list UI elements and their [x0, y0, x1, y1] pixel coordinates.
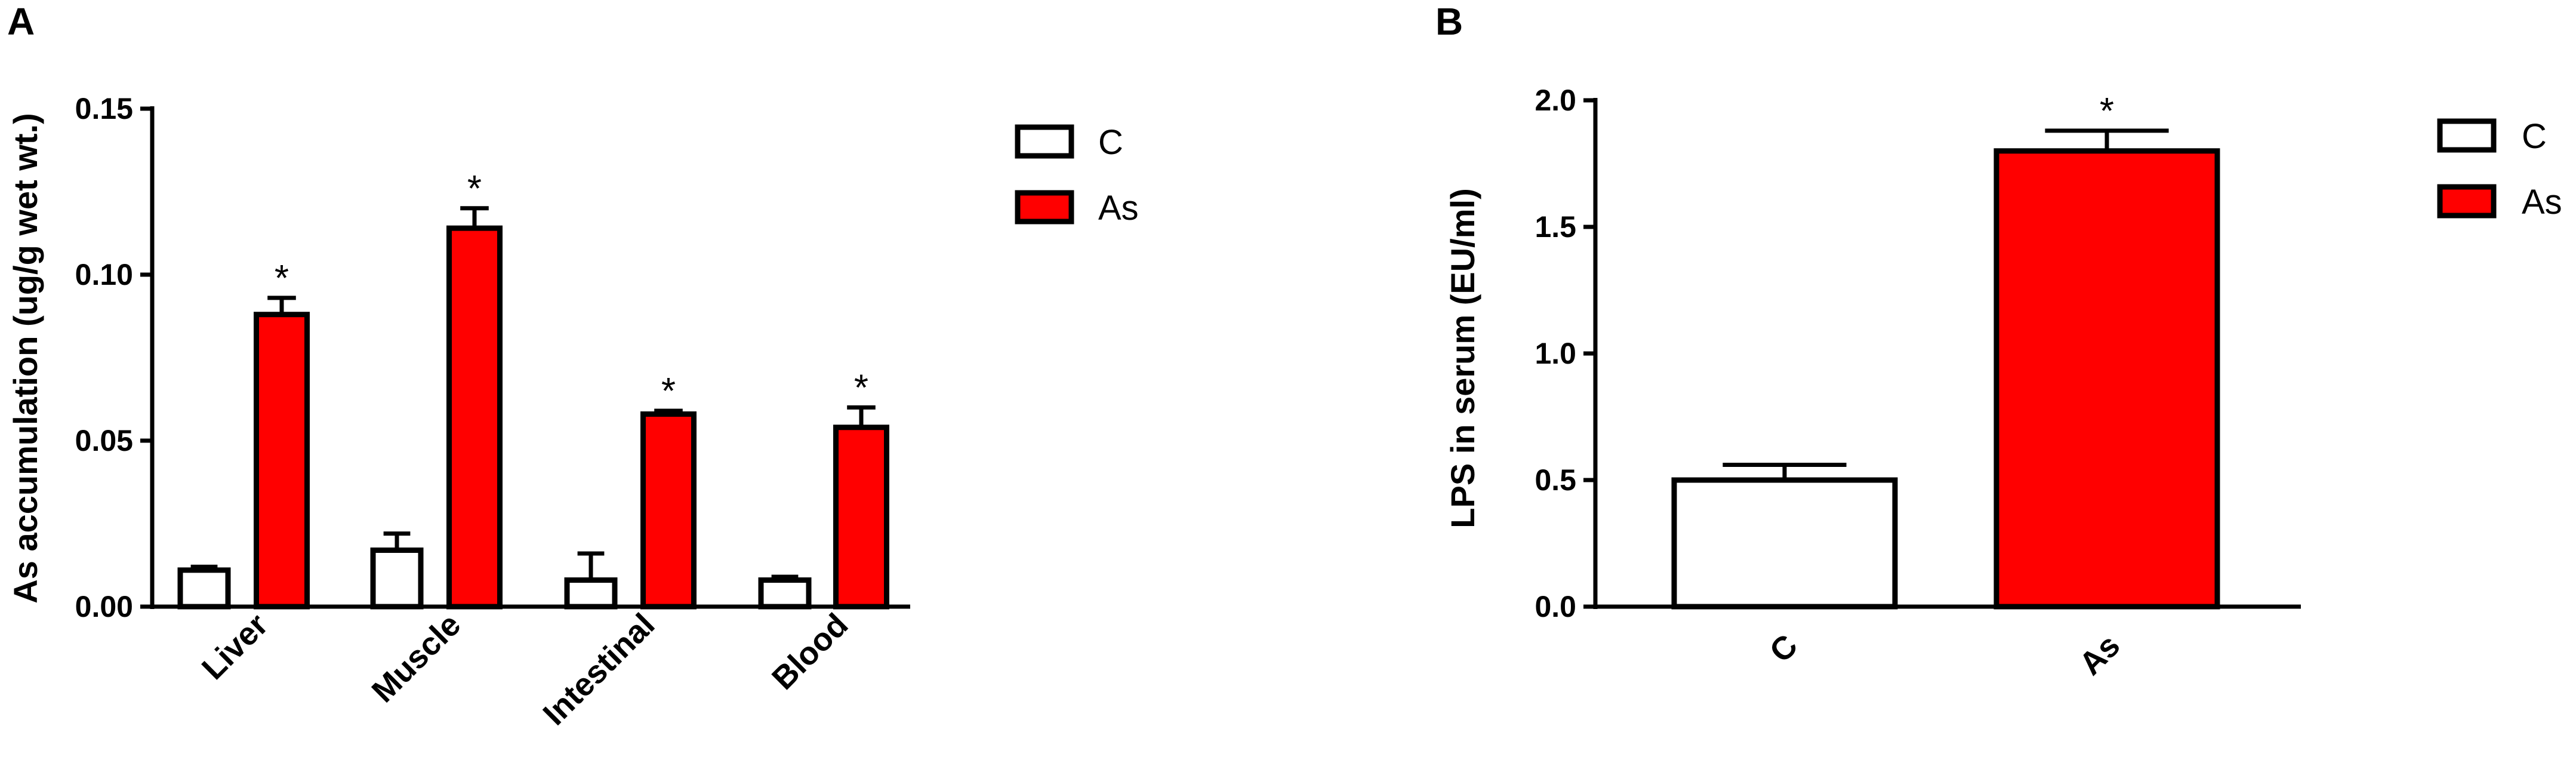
significance-marker: *	[661, 371, 676, 412]
significance-marker: *	[854, 367, 868, 408]
x-tick-label: As	[2072, 628, 2127, 682]
significance-marker: *	[467, 168, 482, 210]
panel-a-y-axis-label: As accumulation (ug/g wet wt.)	[7, 113, 44, 603]
legend-swatch-as	[1015, 190, 1074, 225]
panel-b: B LPS in serum (EU/ml) 0.0 0.5 1.0 1.5 2.0 C…	[1435, 0, 2562, 682]
panel-a: A As accumulation (ug/g wet wt.) 0.00 0.0…	[7, 0, 1139, 732]
y-tick-label: 2.0	[1534, 84, 1576, 117]
y-tick-label: 1.5	[1534, 210, 1576, 244]
bar-c-liver	[177, 567, 231, 610]
x-tick-label: Muscle	[365, 607, 468, 709]
x-tick-label: Liver	[195, 607, 275, 687]
significance-marker: *	[2100, 91, 2114, 132]
panel-b-y-axis-label: LPS in serum (EU/ml)	[1444, 188, 1481, 528]
y-tick-label: 0.00	[75, 590, 133, 623]
y-tick-label: 0.05	[75, 424, 133, 457]
panel-a-legend: C As	[1015, 123, 1139, 227]
significance-marker: *	[275, 258, 289, 299]
bar-c-intestinal	[564, 577, 618, 610]
bar-c-muscle	[370, 547, 424, 610]
bar-as	[1993, 148, 2220, 610]
panel-b-bars: C * As	[1671, 91, 2220, 682]
x-tick-label: Intestinal	[536, 607, 661, 732]
x-tick-label: C	[1762, 628, 1804, 669]
y-tick-label: 0.0	[1534, 590, 1576, 623]
y-tick-label: 0.5	[1534, 463, 1576, 497]
legend-label-as: As	[2522, 183, 2562, 222]
y-tick-label: 0.10	[75, 258, 133, 291]
bar-as-liver	[254, 312, 310, 610]
legend-swatch-c	[2437, 118, 2497, 153]
bar-c	[1671, 477, 1898, 610]
y-tick-label: 0.15	[75, 92, 133, 125]
bar-c-blood	[758, 577, 812, 610]
legend-swatch-as	[2437, 184, 2497, 219]
panel-b-axes: 0.0 0.5 1.0 1.5 2.0	[1534, 84, 2301, 623]
y-tick-label: 1.0	[1534, 337, 1576, 370]
panel-b-legend: C As	[2437, 117, 2562, 222]
bar-as-blood	[833, 425, 889, 610]
bar-as-muscle	[446, 225, 503, 610]
bar-as-intestinal	[640, 411, 697, 610]
x-tick-label: Blood	[765, 607, 855, 697]
legend-label-c: C	[2522, 117, 2547, 156]
panel-a-label: A	[7, 0, 35, 43]
legend-label-c: C	[1098, 123, 1123, 162]
panel-a-bars: * Liver * Muscle * Intestinal * Blood	[177, 168, 889, 732]
legend-label-as: As	[1098, 189, 1139, 227]
legend-swatch-c	[1015, 124, 1074, 159]
panel-b-label: B	[1435, 0, 1463, 43]
